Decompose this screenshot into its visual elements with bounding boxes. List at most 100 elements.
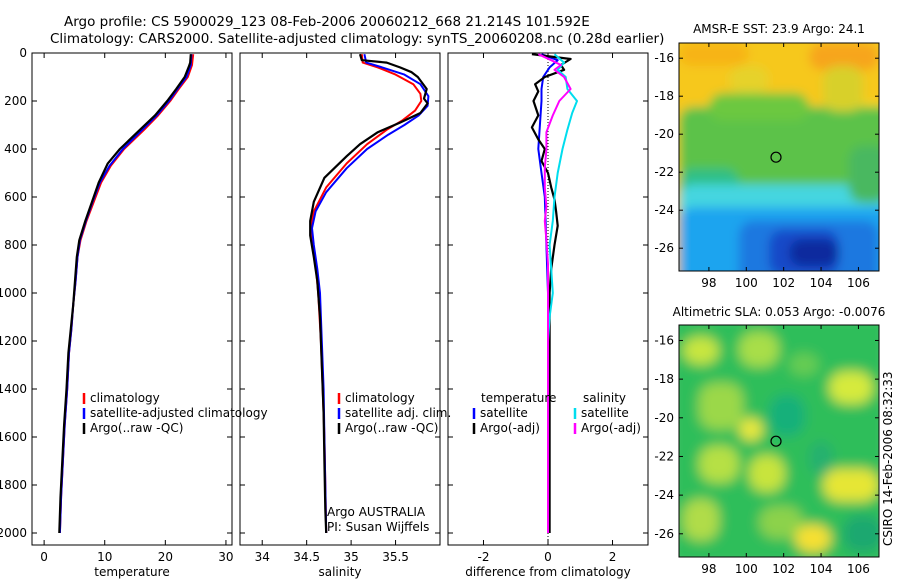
difference-xtick-label: -2 (477, 550, 489, 564)
temperature-series-climatology (58, 54, 195, 534)
sla-argo-location-marker (770, 435, 782, 447)
temperature-xtick-label: 20 (158, 550, 173, 564)
panel-temperature: 0 10 20 30 0 200 400 600 800 1000 1200 1400 1600 1800… (0, 46, 234, 579)
difference-xlabel: difference from climatology (465, 565, 631, 579)
depth-tick-label: 600 (4, 190, 27, 204)
sla-map-ytick-label: -24 (654, 488, 674, 502)
depth-tick-label: 1200 (0, 334, 27, 348)
depth-tick-label: 200 (4, 94, 27, 108)
sst-argo-location-marker (770, 151, 782, 163)
sla-map-xtick-label: 104 (810, 562, 833, 576)
salinity-axes-frame (239, 52, 441, 546)
salinity-xtick-label: 35.5 (382, 550, 409, 564)
salinity-series-argo-raw-qc- (309, 53, 429, 534)
sla-map-xtick-label: 100 (735, 562, 758, 576)
depth-tick-label: 1400 (0, 382, 27, 396)
side-label: CSIRO 14-Feb-2006 08:32:33 (881, 371, 895, 546)
sla-patch (823, 468, 879, 502)
sst-patch (709, 93, 809, 121)
sla-map-xtick-label: 98 (701, 562, 716, 576)
sst-patch (809, 43, 879, 71)
sst-map-ytick-label: -26 (654, 241, 674, 255)
depth-tick-label: 800 (4, 238, 27, 252)
sla-patch (829, 371, 873, 404)
legend-temp-label: satellite (480, 406, 528, 420)
sst-map-xtick-label: 104 (810, 276, 833, 290)
difference-xtick-label: 0 (544, 550, 552, 564)
depth-tick-label: 2000 (0, 526, 27, 540)
temperature-series-satellite-adjusted-climatology (58, 54, 193, 534)
temperature-xtick-label: 30 (218, 550, 233, 564)
temperature-axes-frame (31, 52, 233, 546)
temperature-legend-label: Argo(..raw -QC) (90, 421, 183, 435)
sla-patch (699, 383, 743, 430)
sst-map-xtick-label: 98 (701, 276, 716, 290)
sst-map-ytick-label: -24 (654, 203, 674, 217)
map-sla: Altimetric SLA: 0.053 Argo: -0.0076 98 100… (654, 305, 885, 576)
sla-patch (699, 445, 739, 483)
sst-field-blur (679, 43, 879, 271)
sst-patch (849, 145, 879, 203)
sla-field (679, 325, 879, 557)
temperature-series-argo-raw-qc- (58, 54, 192, 534)
sla-patch (683, 336, 719, 365)
panel-salinity: 34 34.5 35 35.5 salinity (239, 52, 441, 579)
legend-sal-label: Argo(-adj) (581, 421, 641, 435)
sla-map-ytick-label: -26 (654, 527, 674, 541)
salinity-series-satellite-adj-clim- (311, 53, 430, 534)
sla-map-xtick-label: 102 (772, 562, 795, 576)
sst-map-ytick-label: -18 (654, 89, 674, 103)
depth-tick-label: 0 (19, 46, 27, 60)
temperature-xlabel: temperature (94, 565, 169, 579)
argo-annotation-line1: Argo AUSTRALIA (327, 505, 426, 519)
depth-tick-label: 1000 (0, 286, 27, 300)
temperature-xtick-label: 10 (97, 550, 112, 564)
difference-series-salinity-argo-adj- (537, 53, 572, 533)
sla-patch (809, 441, 833, 476)
temperature-legend-label: satellite-adjusted climatology (90, 406, 268, 420)
sst-map-title: AMSR-E SST: 23.9 Argo: 24.1 (693, 22, 865, 36)
depth-tick-label: 400 (4, 142, 27, 156)
sla-patch (739, 417, 763, 441)
sla-patch (843, 515, 879, 553)
legend-salinity-title: salinity (583, 391, 626, 405)
depth-tick-label: 1800 (0, 478, 27, 492)
sst-patch (823, 65, 863, 112)
sst-map-ytick-label: -22 (654, 165, 674, 179)
sla-patch (795, 524, 831, 553)
sla-patch (789, 352, 819, 377)
sla-map-xtick-label: 106 (847, 562, 870, 576)
difference-legend: temperature salinitysatelliteArgo(-adj)sa… (472, 391, 641, 435)
salinity-legend-label: Argo(..raw -QC) (345, 421, 438, 435)
sst-map-xtick-label: 102 (772, 276, 795, 290)
sla-patch (739, 331, 779, 367)
salinity-xlabel: salinity (318, 565, 361, 579)
sla-field-blur (679, 325, 879, 557)
salinity-legend-label: climatology (345, 391, 415, 405)
sla-map-ytick-label: -22 (654, 449, 674, 463)
salinity-xtick-label: 34.5 (293, 550, 320, 564)
salinity-legend-label: satellite adj. clim. (345, 406, 451, 420)
sla-patch (683, 499, 719, 541)
legend-temperature-title: temperature (481, 391, 556, 405)
depth-tick-label: 1600 (0, 430, 27, 444)
argo-annotation-line2: PI: Susan Wijffels (327, 520, 429, 534)
legend-temp-label: Argo(-adj) (480, 421, 540, 435)
sst-map-frame (678, 42, 880, 272)
sla-map-frame (678, 324, 880, 558)
sst-patch (679, 43, 749, 66)
temperature-legend-label: climatology (90, 391, 160, 405)
salinity-xtick-label: 34 (255, 550, 270, 564)
sla-patch (749, 454, 785, 493)
sla-map-ytick-label: -18 (654, 372, 674, 386)
sla-map-ytick-label: -16 (654, 333, 674, 347)
sla-patch (769, 394, 805, 437)
sst-map-ytick-label: -16 (654, 51, 674, 65)
sst-patch (679, 106, 879, 187)
temperature-xtick-label: 0 (40, 550, 48, 564)
sst-patch (789, 239, 839, 267)
